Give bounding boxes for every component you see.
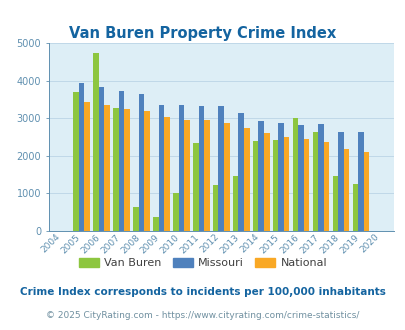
Bar bbox=[204, 120, 209, 231]
Bar bbox=[158, 105, 164, 231]
Bar bbox=[323, 142, 328, 231]
Bar bbox=[238, 113, 243, 231]
Bar bbox=[343, 149, 348, 231]
Bar bbox=[144, 111, 149, 231]
Bar bbox=[118, 91, 124, 231]
Bar bbox=[212, 185, 218, 231]
Bar bbox=[224, 123, 229, 231]
Bar bbox=[218, 106, 224, 231]
Bar bbox=[104, 105, 110, 231]
Bar bbox=[278, 123, 283, 231]
Bar bbox=[263, 133, 269, 231]
Bar bbox=[298, 125, 303, 231]
Bar bbox=[303, 139, 309, 231]
Bar bbox=[243, 128, 249, 231]
Text: Crime Index corresponds to incidents per 100,000 inhabitants: Crime Index corresponds to incidents per… bbox=[20, 287, 385, 297]
Bar bbox=[98, 87, 104, 231]
Bar bbox=[192, 143, 198, 231]
Bar bbox=[363, 151, 369, 231]
Bar bbox=[318, 124, 323, 231]
Bar bbox=[332, 177, 337, 231]
Bar bbox=[178, 105, 184, 231]
Bar bbox=[139, 94, 144, 231]
Bar bbox=[272, 140, 278, 231]
Bar bbox=[184, 120, 189, 231]
Bar bbox=[283, 137, 289, 231]
Bar bbox=[173, 193, 178, 231]
Bar bbox=[164, 116, 169, 231]
Bar bbox=[84, 102, 90, 231]
Bar bbox=[113, 108, 118, 231]
Bar bbox=[79, 83, 84, 231]
Bar bbox=[357, 132, 363, 231]
Bar bbox=[124, 110, 130, 231]
Bar bbox=[292, 118, 298, 231]
Legend: Van Buren, Missouri, National: Van Buren, Missouri, National bbox=[74, 253, 331, 273]
Bar bbox=[133, 207, 139, 231]
Bar bbox=[232, 176, 238, 231]
Bar bbox=[258, 121, 263, 231]
Bar bbox=[252, 141, 258, 231]
Bar bbox=[337, 132, 343, 231]
Bar bbox=[312, 132, 318, 231]
Bar bbox=[352, 183, 357, 231]
Bar bbox=[73, 92, 79, 231]
Text: © 2025 CityRating.com - https://www.cityrating.com/crime-statistics/: © 2025 CityRating.com - https://www.city… bbox=[46, 311, 359, 320]
Bar bbox=[198, 106, 204, 231]
Text: Van Buren Property Crime Index: Van Buren Property Crime Index bbox=[69, 26, 336, 41]
Bar bbox=[153, 217, 158, 231]
Bar bbox=[93, 53, 98, 231]
